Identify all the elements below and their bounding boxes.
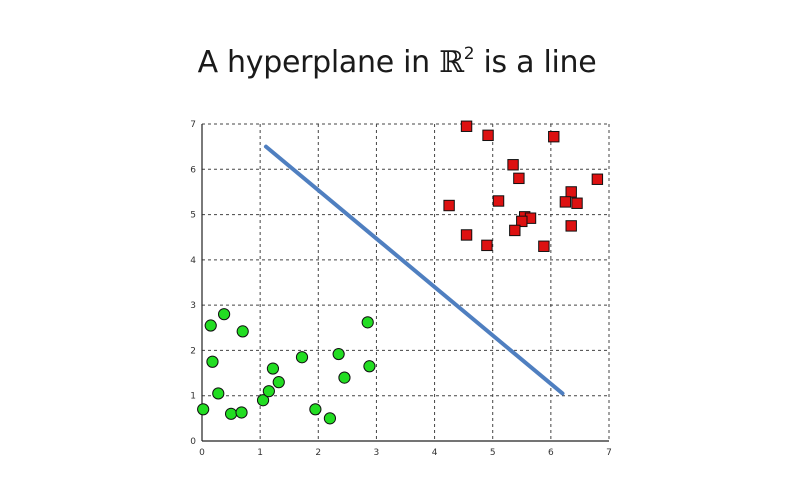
- y-tick-label: 3: [190, 301, 196, 311]
- green-circle-point: [204, 319, 217, 332]
- x-tick-label: 1: [257, 448, 263, 458]
- red-square-point: [559, 196, 572, 208]
- chart-tick-labels: 0 1 2 3 4 5 6 7 0 1 2 3 4 5 6 7: [190, 120, 612, 458]
- red-square-point: [516, 215, 528, 228]
- hyperplane-line-segment: [263, 144, 565, 396]
- red-square-point: [507, 159, 519, 171]
- red-square-point: [460, 120, 473, 132]
- x-tick-label: 4: [432, 448, 438, 458]
- green-circle-point: [235, 406, 248, 419]
- x-tick-label: 5: [490, 448, 496, 458]
- red-square-point: [482, 129, 494, 142]
- green-circle-point: [295, 351, 309, 364]
- y-tick-label: 7: [190, 120, 196, 130]
- red-square-point: [565, 186, 577, 198]
- x-tick-label: 3: [374, 448, 380, 458]
- green-circle-point: [256, 394, 270, 407]
- green-circle-point: [332, 347, 345, 361]
- y-tick-label: 1: [190, 392, 196, 402]
- red-square-point: [565, 220, 577, 232]
- red-square-point: [481, 239, 493, 252]
- y-tick-label: 5: [190, 211, 196, 221]
- green-circle-point: [217, 308, 231, 321]
- green-circle-point: [361, 316, 374, 329]
- y-tick-label: 4: [190, 256, 196, 266]
- green-circle-point: [363, 360, 376, 373]
- red-square-point: [513, 172, 525, 185]
- title-suffix: is a line: [474, 45, 597, 80]
- x-tick-label: 6: [548, 448, 554, 458]
- slide-title: A hyperplane in ℝ2 is a line: [0, 44, 794, 80]
- x-tick-label: 2: [315, 448, 321, 458]
- title-exponent: 2: [463, 44, 475, 64]
- y-tick-label: 0: [190, 437, 196, 447]
- red-square-point: [538, 240, 550, 252]
- chart-axes: [201, 124, 609, 442]
- green-circle-point: [338, 371, 351, 384]
- green-circle-point: [206, 355, 219, 368]
- title-real-numbers-symbol: ℝ: [439, 45, 464, 80]
- x-tick-label: 7: [606, 448, 612, 458]
- x-tick-label: 0: [199, 448, 205, 458]
- green-circle-point: [272, 376, 285, 389]
- red-square-point: [509, 224, 521, 237]
- red-square-point: [443, 199, 455, 212]
- y-tick-label: 6: [190, 165, 196, 175]
- title-prefix: A hyperplane in: [197, 45, 440, 80]
- green-circle-point: [212, 387, 225, 400]
- red-square-point: [492, 195, 505, 207]
- red-square-point: [460, 229, 473, 241]
- red-square-point: [548, 130, 560, 143]
- red-square-point: [591, 173, 604, 185]
- y-tick-label: 2: [190, 346, 196, 356]
- red-square-point: [571, 197, 583, 209]
- green-circle-point: [224, 407, 238, 420]
- chart-grid: [201, 123, 610, 442]
- green-circle-point: [309, 403, 322, 416]
- green-circle-point: [262, 385, 275, 398]
- green-circle-point: [266, 362, 280, 375]
- green-circle-point: [197, 403, 210, 416]
- green-circle-point: [323, 412, 337, 425]
- hyperplane-line: [263, 144, 565, 396]
- green-circle-point: [236, 325, 249, 338]
- data-points: [197, 120, 604, 425]
